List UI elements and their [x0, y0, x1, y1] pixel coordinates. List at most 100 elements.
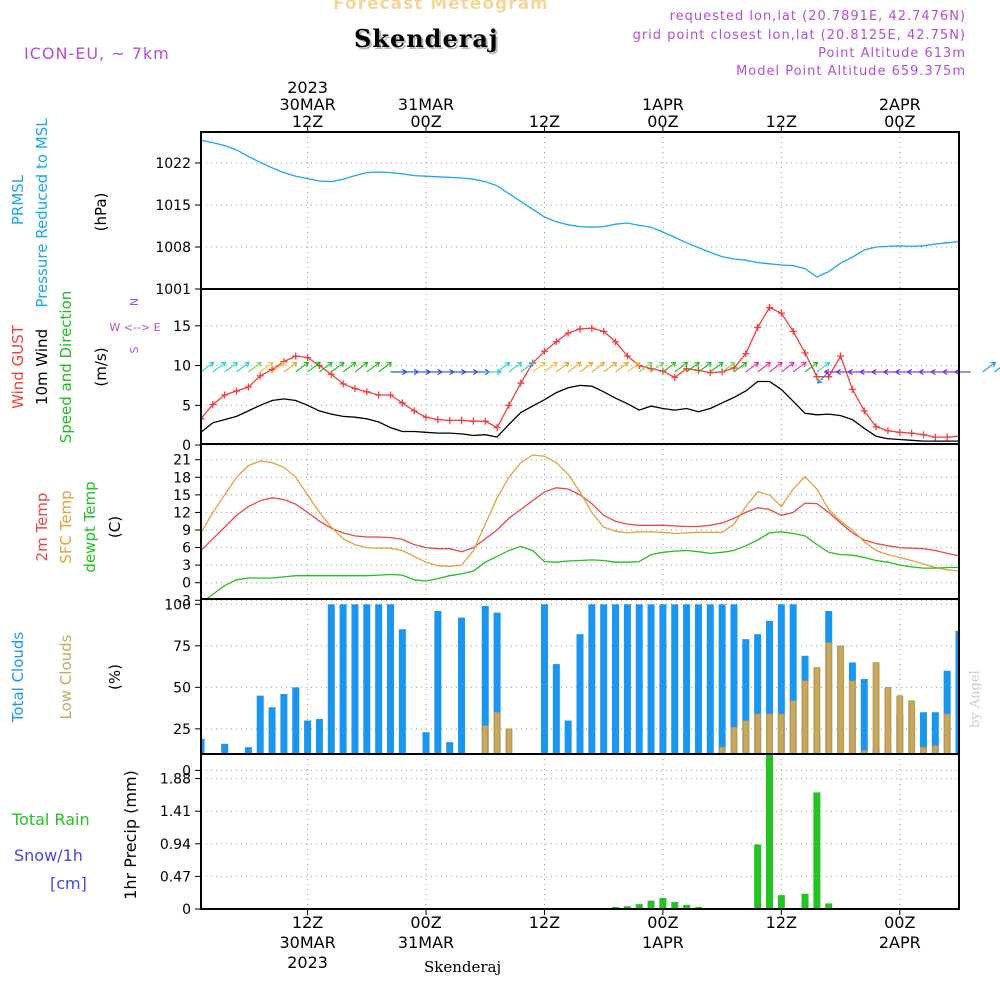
bottom-time-label-line: 12Z [292, 913, 323, 932]
total-clouds-bar [919, 712, 927, 754]
low-clouds-inner-bar [897, 695, 903, 754]
wind-gust-marker [363, 388, 371, 396]
wind-direction-arrow [733, 361, 748, 373]
chart-title: Forecast Meteogram [333, 0, 549, 14]
wind-direction-arrow [378, 361, 393, 373]
y-tick-label: 18 [173, 470, 191, 486]
total-clouds-bar [955, 630, 959, 754]
total-rain-bar [754, 844, 762, 909]
total-clouds-bar [434, 610, 442, 754]
sfc-temp-line [201, 454, 959, 572]
arrow-head [267, 361, 274, 368]
wind-direction-arrow [520, 361, 535, 373]
arrow-head [859, 368, 865, 376]
wind-gust-marker [469, 417, 477, 425]
precip-ylabel: 1hr Precip (mm) [121, 770, 140, 900]
wind-gust-marker [931, 433, 939, 441]
wind-gust-marker [505, 401, 513, 409]
wind-gust-marker [659, 367, 667, 375]
wind-direction-arrow [650, 361, 665, 373]
arrow-head [895, 368, 901, 376]
arrow-head [670, 361, 677, 368]
low-clouds-inner-bar [506, 728, 512, 754]
wind-direction-arrow [319, 361, 333, 373]
total-clouds-bar [766, 620, 773, 754]
arrow-shaft [579, 361, 594, 373]
total-clouds-bar [694, 604, 702, 754]
wind-gust-marker [955, 432, 959, 440]
wind-direction-arrow [627, 361, 641, 373]
wind-gust-marker [458, 416, 466, 424]
y-tick-label: 0 [182, 438, 191, 454]
arrow-shaft [709, 361, 724, 373]
wind-direction-arrow [780, 361, 795, 373]
arrow-head [930, 368, 936, 376]
low-clouds-bar [458, 765, 465, 770]
wind-gust-marker [588, 324, 596, 332]
direction-legend-we: W <--> E [109, 321, 160, 334]
low-clouds-bar [517, 767, 524, 770]
total-clouds-bar [991, 759, 998, 771]
temp2m-title: 2m Temp [33, 493, 51, 562]
arrow-head [564, 361, 570, 368]
y-tick-label: 75 [173, 639, 191, 655]
y-tick-label: 21 [173, 453, 191, 469]
model-label: ICON-EU, ~ 7km [24, 44, 170, 63]
arrow-head [800, 361, 807, 368]
arrow-shaft [757, 361, 771, 373]
arrow-shaft [508, 361, 523, 373]
wind-direction-arrow [200, 361, 215, 373]
arrow-shaft [212, 361, 227, 373]
wind-ylabel: (m/s) [92, 347, 110, 386]
arrow-head [623, 361, 629, 368]
low-clouds-inner-bar [731, 726, 737, 754]
panel-pressure: 1001 1008 1015 1022 [155, 132, 959, 298]
arrow-head [374, 361, 381, 368]
wind-gust-marker [919, 431, 927, 439]
y-tick-label: 12 [173, 505, 191, 521]
total-clouds-bar [481, 605, 489, 754]
10m-wind-line [201, 380, 959, 442]
direction-legend-north: N [128, 298, 141, 306]
arrow-head [907, 368, 913, 376]
wind-gust-marker [434, 416, 442, 424]
wind-gust-marker [991, 430, 998, 437]
arrow-head [291, 361, 298, 368]
arrow-head [765, 361, 772, 368]
y-tick-label: 3 [182, 558, 191, 574]
arrow-shaft [248, 361, 262, 373]
total-clouds-bar [967, 759, 974, 771]
panel-border-pressure [200, 131, 960, 290]
total-clouds-bar [647, 604, 655, 754]
arrow-shaft [259, 361, 274, 373]
total-clouds-bar [529, 759, 536, 771]
panel-precip: 0 0.47 0.94 1.41 1.88 [160, 754, 959, 918]
y-tick-label: 5 [182, 398, 191, 414]
arrow-shaft [698, 361, 712, 373]
wind-gust-marker [304, 354, 312, 362]
total-clouds-bar [327, 604, 335, 754]
total-clouds-title: Total Clouds [9, 632, 27, 724]
total-clouds-bar [470, 759, 477, 771]
total-rain-bar [825, 903, 833, 909]
total-clouds-bar [387, 604, 394, 754]
total-clouds-bar [458, 617, 466, 754]
wind-direction-arrow [816, 361, 831, 373]
wind-gust-marker [244, 383, 252, 391]
total-clouds-bar [292, 687, 300, 754]
wind-gust-marker [612, 338, 620, 346]
total-rain-bar [612, 906, 620, 909]
wind-gust-marker [837, 352, 845, 360]
wind-direction-arrow [591, 361, 606, 373]
wind-gust-marker [576, 325, 584, 333]
y-tick-label: -3 [177, 593, 191, 609]
arrow-head [646, 361, 653, 368]
requested-coordinates: requested lon,lat (20.7891E, 42.7476N) [669, 9, 966, 24]
wind-direction-arrow [698, 361, 712, 373]
bottom-time-label-line: 2023 [287, 953, 328, 972]
top-time-label-line: 30MAR [279, 95, 335, 114]
total-rain-bar [801, 893, 809, 909]
wind-direction-arrow [248, 361, 262, 373]
arrow-shaft [330, 361, 345, 373]
low-clouds-inner-bar [908, 700, 915, 754]
